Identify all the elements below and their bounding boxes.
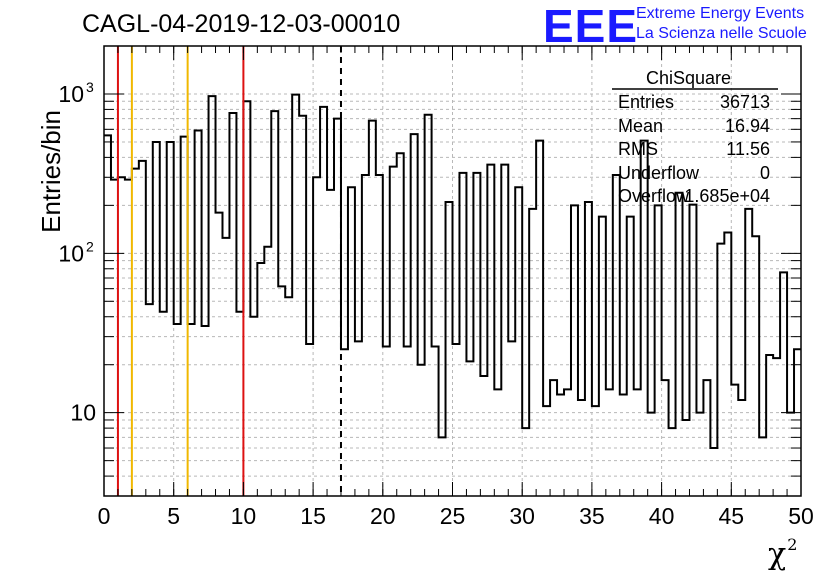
stats-row-label: Overflow: [618, 186, 690, 206]
stats-row-rms: RMS 11.56: [618, 139, 770, 160]
stats-row-label: Entries: [618, 92, 675, 112]
x-tick-label: 10: [231, 503, 257, 529]
y-axis-label: Entries/bin: [36, 110, 66, 233]
stats-row-overflow: Overflow 1.685e+04: [618, 186, 770, 207]
x-tick-label: 20: [370, 503, 396, 529]
stats-row-label: Underflow: [618, 162, 700, 183]
x-tick-label: 50: [788, 503, 814, 529]
x-tick-label: 30: [509, 503, 535, 529]
x-tick-label: 15: [300, 503, 326, 529]
x-tick-label: 35: [579, 503, 605, 529]
stats-row-value: 1.685e+04: [684, 186, 770, 206]
stats-row-underflow: Underflow 0: [618, 163, 770, 184]
marker-lines: [116, 46, 342, 496]
histogram-series: [104, 93, 801, 450]
y-tick-label: 10: [70, 400, 96, 426]
stats-row-value: 11.56: [726, 139, 770, 159]
x-tick-label: 40: [649, 503, 675, 529]
x-axis-label: χ2: [768, 535, 798, 572]
x-tick-label: 0: [98, 503, 111, 529]
logo-line-1: Extreme Energy Events: [636, 5, 805, 22]
stats-row-mean: Mean 16.94: [618, 116, 770, 137]
histogram-line: [104, 93, 801, 450]
stats-row-value: 16.94: [724, 115, 770, 136]
stats-row-value: 0: [759, 162, 770, 183]
eee-logo: EEE: [543, 0, 639, 52]
y-tick-exponent: 2: [86, 238, 94, 254]
chart-title: CAGL-04-2019-12-03-00010: [82, 10, 401, 38]
plot-frame: [103, 45, 802, 497]
stats-row-entries: Entries 36713: [618, 92, 770, 113]
stats-title: ChiSquare: [646, 68, 732, 88]
x-tick-label: 5: [167, 503, 180, 529]
logo-line-2: La Scienza nelle Scuole: [636, 25, 807, 42]
stats-row-value: 36713: [719, 92, 770, 112]
x-tick-label: 45: [719, 503, 745, 529]
y-tick-exponent: 3: [86, 79, 94, 95]
stats-row-label: RMS: [618, 139, 658, 159]
x-tick-label: 25: [440, 503, 466, 529]
y-tick-label: 10: [58, 240, 84, 266]
y-tick-label: 10: [58, 81, 84, 107]
stats-row-label: Mean: [618, 115, 664, 136]
